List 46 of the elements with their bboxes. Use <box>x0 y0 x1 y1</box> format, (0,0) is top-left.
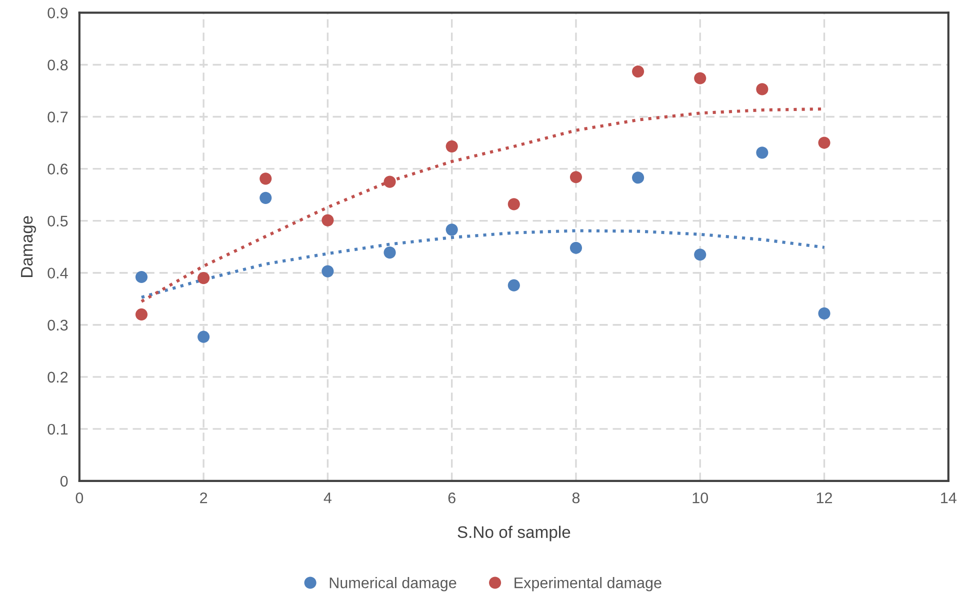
y-tick-label: 0.4 <box>48 268 68 279</box>
point <box>384 176 396 188</box>
y-tick-label: 0.5 <box>48 216 68 227</box>
y-tick-label: 0.7 <box>48 112 68 122</box>
x-tick-label: 14 <box>941 492 956 504</box>
point <box>632 172 644 184</box>
x-tick-label: 0 <box>76 492 84 504</box>
point <box>694 72 706 84</box>
point <box>260 172 272 185</box>
point <box>694 248 706 261</box>
point <box>260 192 272 204</box>
y-tick-label: 0.2 <box>48 372 68 383</box>
point <box>135 270 148 284</box>
x-tick-label: 4 <box>324 492 332 504</box>
point <box>135 308 148 321</box>
point <box>570 171 582 184</box>
point <box>570 242 582 254</box>
y-tick-label: 0.9 <box>48 8 68 18</box>
point <box>756 146 768 159</box>
x-tick-label: 2 <box>200 492 208 504</box>
point <box>446 140 458 152</box>
x-tick-label: 6 <box>448 492 456 504</box>
x-tick-label: 10 <box>692 492 708 504</box>
y-tick-label: 0 <box>60 476 68 487</box>
y-tick-label: 0.8 <box>48 60 68 70</box>
y-tick-label: 0.3 <box>48 320 68 331</box>
legend-label: Experimental damage <box>514 577 662 592</box>
legend-label: Numerical damage <box>330 577 456 592</box>
point <box>508 198 520 210</box>
point <box>632 65 644 78</box>
y-axis-title: Damage <box>21 216 36 277</box>
y-tick-label: 0.1 <box>48 424 68 435</box>
point <box>198 272 210 284</box>
point <box>818 307 830 320</box>
point <box>198 330 210 343</box>
point <box>384 246 396 259</box>
point <box>322 265 334 278</box>
point <box>446 224 458 236</box>
point <box>322 214 334 226</box>
x-tick-label: 12 <box>816 492 832 504</box>
point <box>508 279 520 292</box>
y-tick-label: 0.6 <box>48 164 68 174</box>
x-axis-title: S.No of sample <box>458 526 570 542</box>
point <box>818 136 830 149</box>
x-tick-label: 8 <box>572 492 580 504</box>
point <box>756 83 768 96</box>
